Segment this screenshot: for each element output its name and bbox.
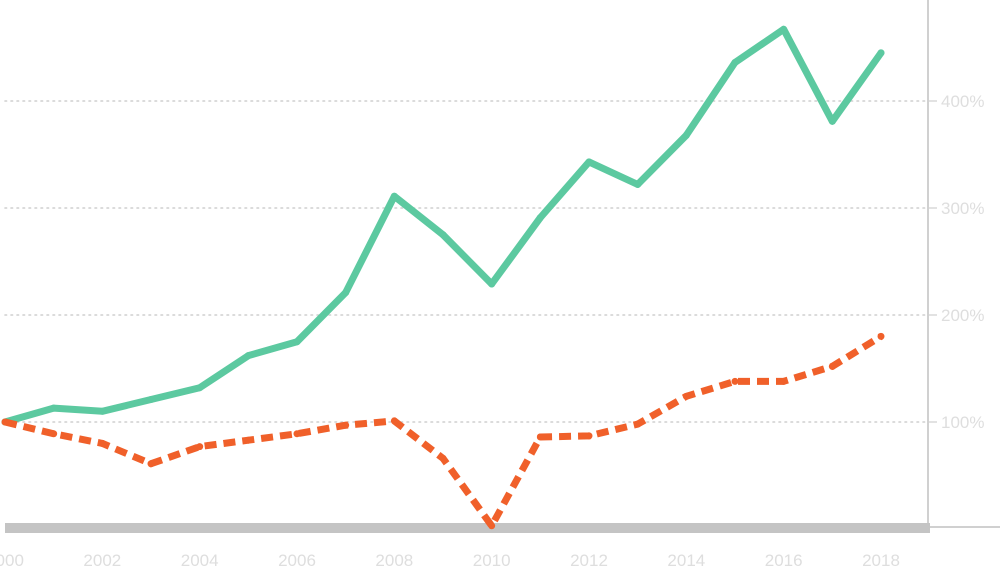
x-tick-label: 2018 xyxy=(862,551,900,570)
series-lines xyxy=(1,25,885,530)
green-series-point xyxy=(828,117,836,125)
orange-series-line xyxy=(4,333,883,530)
green-series-point xyxy=(682,131,690,139)
green-series-point xyxy=(488,280,496,288)
orange-series-point xyxy=(780,377,788,385)
y-tick-label: 200% xyxy=(941,306,984,325)
green-series-line xyxy=(1,25,885,426)
orange-series-point xyxy=(585,432,593,440)
x-tick-label: 2008 xyxy=(375,551,413,570)
green-series-point xyxy=(147,396,155,404)
orange-series-point xyxy=(293,430,301,438)
green-series-point xyxy=(293,338,301,346)
orange-series-point xyxy=(147,460,155,468)
x-axis-bar xyxy=(5,523,930,533)
green-series-point xyxy=(877,49,885,57)
orange-series-point xyxy=(536,433,544,441)
green-series-point xyxy=(536,214,544,222)
green-series-point xyxy=(585,158,593,166)
green-series-point xyxy=(780,25,788,33)
orange-series-point xyxy=(98,439,106,447)
orange-series-point xyxy=(50,430,58,438)
green-series-point xyxy=(244,352,252,360)
orange-series-point xyxy=(196,443,204,451)
green-series-point xyxy=(342,289,350,297)
orange-series-point xyxy=(877,332,885,340)
y-tick-label: 100% xyxy=(941,413,984,432)
x-tick-label: 2014 xyxy=(667,551,705,570)
orange-series-point xyxy=(1,418,9,426)
y-tick-labels: 100% 200% 300% 400% xyxy=(941,92,984,432)
orange-series-point xyxy=(488,522,496,530)
x-tick-label: 2016 xyxy=(765,551,803,570)
orange-series-point xyxy=(634,420,642,428)
x-tick-labels: 2000 2002 2004 2006 2008 2010 2012 2014 2016 2018 xyxy=(0,551,900,570)
x-tick-label: 2012 xyxy=(570,551,608,570)
x-tick-label: 2000 xyxy=(0,551,24,570)
green-series-point xyxy=(634,180,642,188)
orange-series-point xyxy=(342,421,350,429)
orange-series-point xyxy=(439,454,447,462)
x-tick-label: 2004 xyxy=(181,551,219,570)
green-series-point xyxy=(439,231,447,239)
green-series-point xyxy=(731,58,739,66)
gridlines xyxy=(4,100,937,423)
green-series-point xyxy=(50,404,58,412)
green-series-point xyxy=(98,407,106,415)
y-tick-label: 400% xyxy=(941,92,984,111)
axes xyxy=(5,0,1000,533)
orange-series-point xyxy=(244,436,252,444)
y-tick-label: 300% xyxy=(941,199,984,218)
orange-series-point xyxy=(682,392,690,400)
x-tick-label: 2002 xyxy=(83,551,121,570)
green-series-point xyxy=(390,192,398,200)
green-series-point xyxy=(196,384,204,392)
x-tick-label: 2010 xyxy=(473,551,511,570)
orange-series-point xyxy=(731,377,739,385)
orange-series-point xyxy=(390,417,398,425)
x-tick-label: 2006 xyxy=(278,551,316,570)
orange-series-point xyxy=(828,362,836,370)
